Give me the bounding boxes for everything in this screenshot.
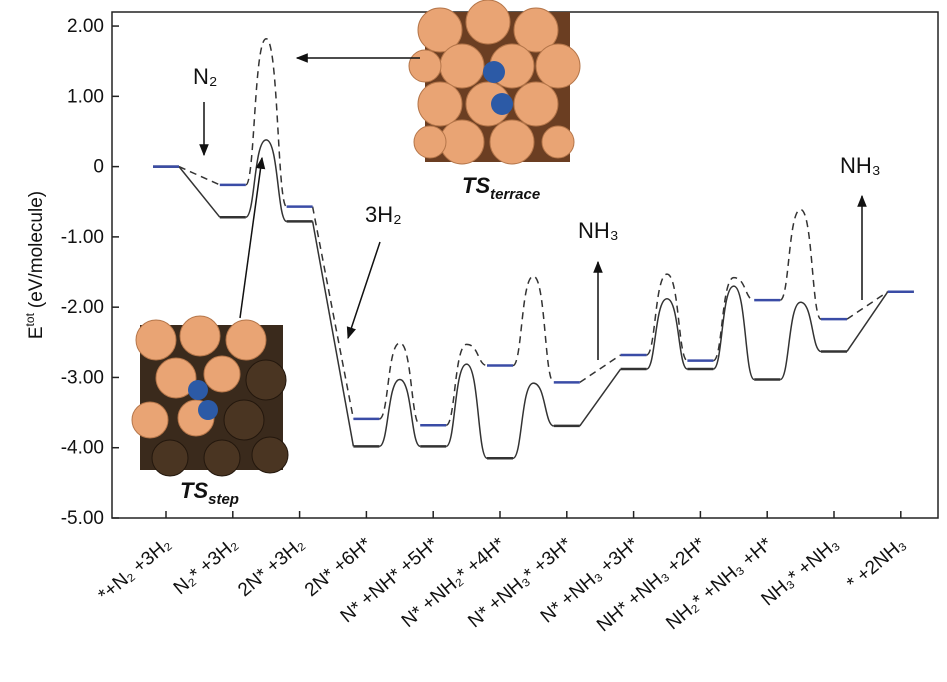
x-tick-label: 2N* +3H₂: [234, 534, 309, 601]
y-label-rest: (eV/molecule): [26, 191, 47, 308]
annotation: N₂: [193, 64, 217, 89]
y-tick-label: 1.00: [67, 86, 104, 107]
connector: [311, 221, 355, 447]
ts-sub: step: [208, 491, 239, 508]
connector: [579, 354, 622, 383]
barrier: [445, 363, 488, 460]
connector: [846, 291, 889, 352]
inset-terrace: [408, 0, 581, 165]
barrier: [512, 382, 555, 460]
y-label-sup: tot: [23, 312, 37, 326]
y-tick-label: -4.00: [61, 438, 104, 459]
barrier: [645, 297, 689, 370]
ts-main: TS: [462, 173, 490, 198]
barrier: [645, 273, 689, 362]
y-tick-label: -3.00: [61, 367, 104, 388]
barrier: [378, 342, 421, 426]
x-tick-label: *+N₂ +3H₂: [95, 534, 176, 606]
arrows: [199, 53, 867, 360]
ts-step-label: TSstep: [180, 478, 239, 508]
barrier: [712, 285, 755, 381]
annotation: NH₃: [578, 218, 619, 243]
y-tick-label: 2.00: [67, 16, 104, 37]
barrier: [779, 301, 822, 381]
connector: [178, 165, 221, 186]
y-tick-label: -5.00: [61, 508, 104, 529]
x-tick-label: N₂* +3H₂: [170, 534, 242, 599]
barrier: [712, 276, 755, 362]
barrier: [445, 343, 488, 426]
connector: [311, 206, 355, 420]
y-tick-label: -2.00: [61, 297, 104, 318]
annotation: 3H₂: [365, 202, 402, 227]
ts-main: TS: [180, 478, 208, 503]
y-tick-label: 0: [93, 157, 104, 178]
ts-sub: terrace: [490, 186, 540, 203]
y-tick-label: -1.00: [61, 227, 104, 248]
barrier: [245, 139, 288, 223]
x-tick-label: * +2NH₃: [843, 534, 910, 595]
y-label-main: E: [26, 326, 47, 339]
connector: [178, 166, 221, 218]
barrier: [512, 275, 555, 384]
y-axis-label: Etot (eV/molecule): [23, 191, 47, 339]
barrier: [779, 208, 822, 320]
connector: [579, 368, 622, 427]
annotation: NH₃: [840, 153, 881, 178]
barrier: [245, 37, 288, 208]
inset-step: [131, 315, 289, 477]
connector: [846, 291, 889, 320]
ts-terrace-label: TSterrace: [462, 173, 540, 203]
barrier: [378, 378, 421, 448]
